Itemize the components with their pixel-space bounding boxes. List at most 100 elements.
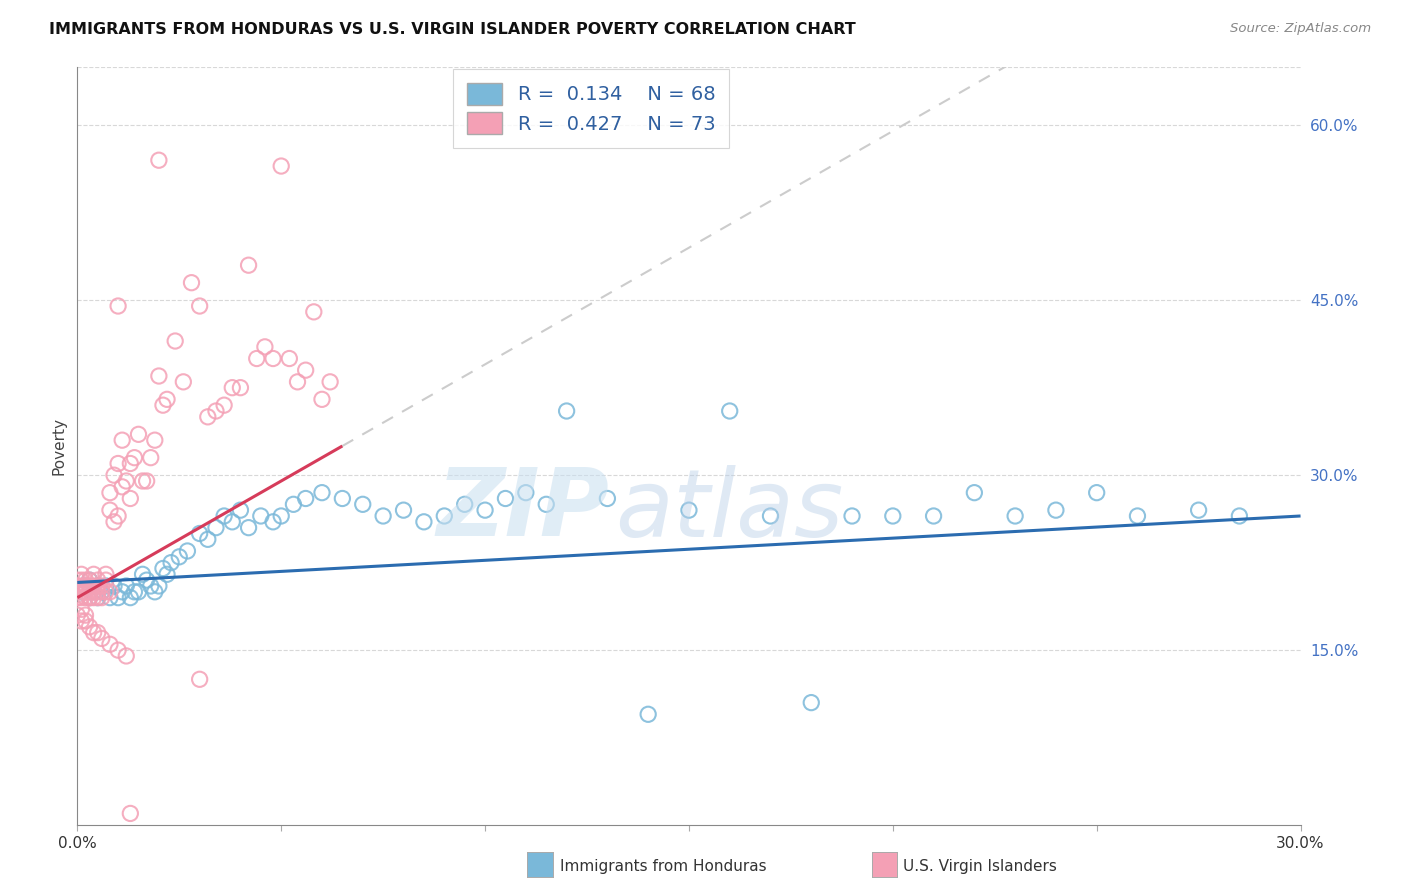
Point [474, 503, 496, 517]
Point [79, 620, 101, 634]
Point [75, 584, 97, 599]
Point [841, 508, 863, 523]
Point [139, 450, 162, 465]
Point [262, 515, 284, 529]
Point [302, 305, 325, 319]
Point [294, 363, 316, 377]
Point [83, 591, 105, 605]
Point [87, 625, 110, 640]
Point [107, 299, 129, 313]
Point [495, 491, 517, 506]
Text: U.S. Virgin Islanders: U.S. Virgin Islanders [903, 859, 1056, 873]
Point [83, 579, 105, 593]
Point [270, 159, 292, 173]
Point [212, 398, 235, 412]
Point [124, 584, 146, 599]
Point [87, 591, 110, 605]
Point [70, 567, 93, 582]
Point [115, 474, 138, 488]
Point [311, 485, 333, 500]
Point [800, 696, 823, 710]
Point [107, 591, 129, 605]
Point [1229, 508, 1251, 523]
Point [83, 625, 105, 640]
Point [66, 573, 89, 587]
Point [180, 276, 202, 290]
Point [165, 334, 187, 348]
Point [294, 491, 316, 506]
Point [111, 433, 134, 447]
Point [253, 340, 276, 354]
Point [70, 584, 93, 599]
Point [352, 497, 374, 511]
Point [229, 381, 252, 395]
Point [98, 485, 121, 500]
Point [143, 584, 166, 599]
Point [1004, 508, 1026, 523]
Point [238, 258, 260, 272]
Point [1085, 485, 1108, 500]
Point [107, 457, 129, 471]
Point [127, 427, 149, 442]
Point [311, 392, 333, 407]
Point [94, 579, 117, 593]
Point [127, 584, 149, 599]
Point [759, 508, 782, 523]
Point [135, 474, 157, 488]
Point [270, 508, 292, 523]
Point [131, 567, 153, 582]
Point [169, 549, 191, 564]
Point [278, 351, 301, 366]
Point [392, 503, 415, 517]
Point [79, 591, 101, 605]
Point [120, 457, 142, 471]
Point [66, 608, 89, 623]
Point [90, 584, 112, 599]
Point [83, 567, 105, 582]
Point [98, 503, 121, 517]
Point [143, 433, 166, 447]
Text: Source: ZipAtlas.com: Source: ZipAtlas.com [1230, 22, 1371, 36]
Point [75, 573, 97, 587]
Point [66, 579, 89, 593]
Point [148, 153, 170, 168]
Point [79, 579, 101, 593]
Point [87, 579, 110, 593]
Point [70, 602, 93, 616]
Point [66, 591, 89, 605]
Point [94, 567, 117, 582]
Point [246, 351, 269, 366]
Point [111, 584, 134, 599]
Point [111, 480, 134, 494]
Point [90, 579, 112, 593]
Point [70, 573, 93, 587]
Point [120, 491, 142, 506]
Point [250, 508, 273, 523]
Point [103, 468, 125, 483]
Point [1045, 503, 1067, 517]
Point [718, 404, 741, 418]
Point [197, 533, 219, 547]
Point [221, 381, 243, 395]
Point [75, 614, 97, 628]
Point [188, 299, 211, 313]
Point [83, 584, 105, 599]
Point [87, 591, 110, 605]
Point [115, 648, 138, 663]
Point [332, 491, 354, 506]
Point [1126, 508, 1149, 523]
Point [103, 579, 125, 593]
Point [148, 369, 170, 384]
Point [75, 591, 97, 605]
Point [75, 579, 97, 593]
Point [160, 556, 183, 570]
Point [453, 497, 475, 511]
Point [90, 591, 112, 605]
Point [188, 526, 211, 541]
Point [963, 485, 986, 500]
Point [107, 508, 129, 523]
Point [238, 521, 260, 535]
Point [319, 375, 342, 389]
Point [79, 584, 101, 599]
Text: ZIP: ZIP [436, 465, 609, 557]
